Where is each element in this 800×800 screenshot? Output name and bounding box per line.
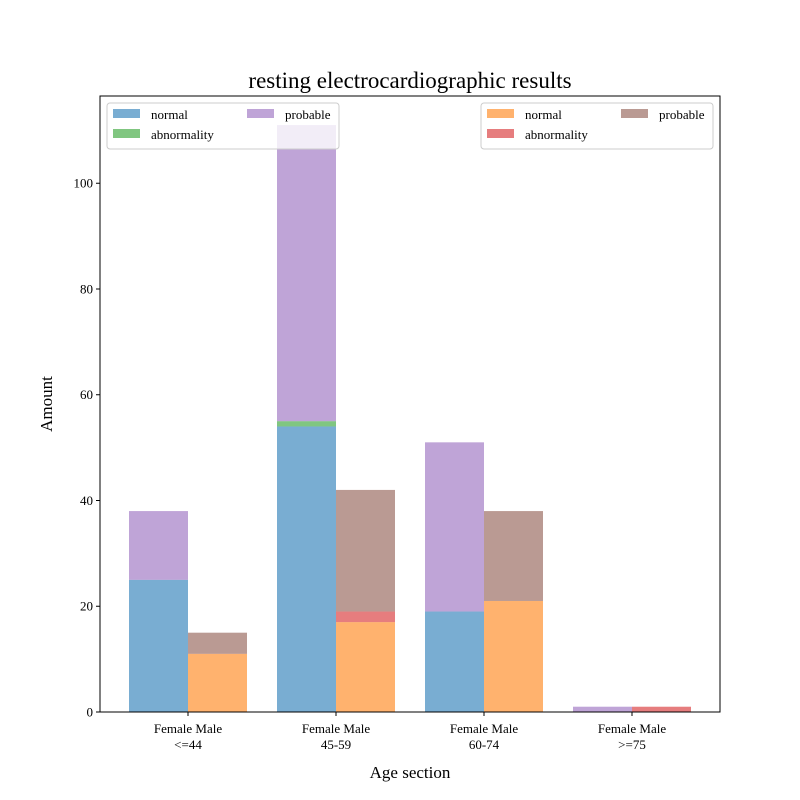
bar-male-abnormality-3: [632, 706, 691, 712]
y-tick-label: 100: [74, 176, 94, 191]
legend-male: normal abnormality probable: [480, 102, 714, 150]
bar-male-normal-0: [188, 653, 247, 712]
legend-female: normal abnormality probable: [106, 102, 340, 150]
x-tick-label: Female Male: [598, 721, 666, 736]
bar-female-abnormality-1: [277, 421, 336, 427]
bar-male-probable-0: [188, 632, 247, 654]
y-tick-label: 40: [80, 493, 93, 508]
legend-frame: [480, 102, 714, 150]
legend-label-normal: normal: [525, 107, 562, 122]
bar-female-normal-0: [129, 579, 188, 712]
x-axis-label: Age section: [370, 763, 451, 782]
x-tick-sublabel: 45-59: [321, 737, 351, 752]
bar-male-normal-1: [336, 622, 395, 712]
bar-female-normal-1: [277, 426, 336, 712]
y-tick-label: 60: [80, 387, 93, 402]
bar-male-probable-1: [336, 489, 395, 612]
y-axis-label: Amount: [37, 376, 56, 432]
bar-female-probable-1: [277, 125, 336, 422]
legend-label-probable: probable: [659, 107, 705, 122]
x-tick-label: Female Male: [450, 721, 518, 736]
bar-female-probable-0: [129, 511, 188, 580]
y-axis: 0 20 40 60 80 100: [74, 176, 100, 720]
legend-label-abnormality: abnormality: [151, 127, 214, 142]
legend-swatch-normal: [113, 109, 140, 118]
chart-title: resting electrocardiographic results: [248, 68, 571, 93]
bar-female-probable-2: [425, 442, 484, 612]
y-tick-label: 80: [80, 281, 93, 296]
legend-label-normal: normal: [151, 107, 188, 122]
bar-male-normal-2: [484, 600, 543, 712]
bar-male-abnormality-1: [336, 611, 395, 623]
legend-swatch-probable: [247, 109, 274, 118]
x-tick-label: Female Male: [154, 721, 222, 736]
x-tick-sublabel: >=75: [618, 737, 646, 752]
bar-female-normal-2: [425, 611, 484, 712]
legend-swatch-normal: [487, 109, 514, 118]
y-tick-label: 20: [80, 599, 93, 614]
legends: normal abnormality probable normal abnormali…: [106, 102, 714, 150]
bar-female-probable-3: [573, 706, 632, 712]
legend-frame: [106, 102, 340, 150]
x-tick-sublabel: <=44: [174, 737, 202, 752]
y-tick-label: 0: [87, 705, 94, 720]
x-tick-sublabel: 60-74: [469, 737, 500, 752]
plot-frame: [99, 95, 721, 713]
x-tick-label: Female Male: [302, 721, 370, 736]
legend-label-abnormality: abnormality: [525, 127, 588, 142]
bar-male-probable-2: [484, 511, 543, 601]
legend-swatch-probable: [621, 109, 648, 118]
bars-layer: [129, 125, 691, 712]
legend-swatch-abnormality: [113, 129, 140, 138]
legend-swatch-abnormality: [487, 129, 514, 138]
legend-label-probable: probable: [285, 107, 331, 122]
